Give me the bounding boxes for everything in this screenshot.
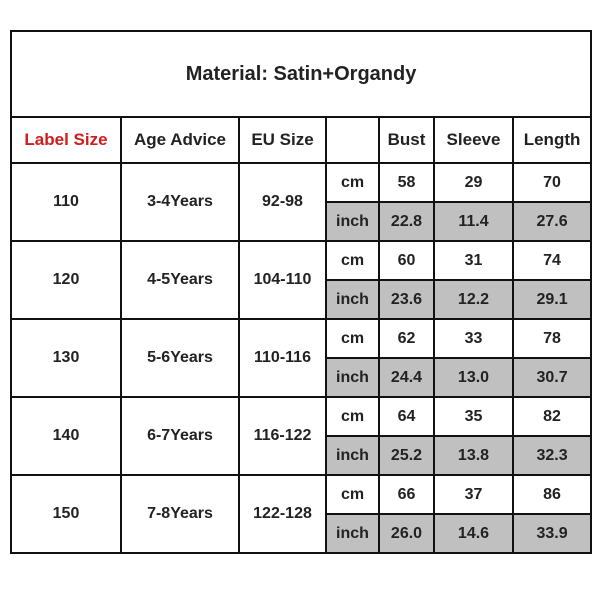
age-advice-cell: 7-8Years [120, 474, 240, 554]
bust-cell: 25.2 [378, 435, 435, 476]
unit-cell: cm [325, 240, 380, 281]
header-cell: Label Size [10, 116, 122, 164]
unit-cell: inch [325, 357, 380, 398]
table-title: Material: Satin+Organdy [9, 30, 593, 118]
size-row: 130 5-6Years 110-116 cm 62 33 78 [10, 318, 593, 398]
eu-size-cell: 92-98 [238, 162, 327, 242]
size-row: inch 25.2 13.8 32.3 [11, 435, 593, 476]
sleeve-cell: 14.6 [433, 513, 514, 554]
unit-cell: cm [325, 474, 380, 515]
size-chart: Material: Satin+Organdy Label Size Age A… [9, 30, 593, 554]
length-cell: 78 [511, 318, 593, 359]
length-cell: 30.7 [511, 357, 593, 398]
size-row: inch 24.4 13.0 30.7 [11, 357, 593, 398]
bust-cell: 66 [378, 474, 435, 515]
header-row: Label Size Age Advice EU Size Bust Sleev… [10, 116, 593, 164]
bust-cell: 24.4 [378, 357, 435, 398]
title-row: Material: Satin+Organdy [9, 30, 593, 118]
unit-cell: cm [325, 162, 380, 203]
length-cell: 33.9 [511, 513, 593, 554]
sleeve-cell: 35 [433, 396, 514, 437]
header-cell: Bust [378, 116, 435, 164]
sleeve-cell: 29 [433, 162, 514, 203]
size-row: inch 26.0 14.6 33.9 [11, 513, 593, 554]
unit-cell: inch [325, 279, 380, 320]
size-table: Material: Satin+Organdy Label Size Age A… [9, 30, 593, 554]
sleeve-cell: 13.0 [433, 357, 514, 398]
header-cell: Sleeve [433, 116, 514, 164]
age-advice-cell: 6-7Years [120, 396, 240, 476]
eu-size-cell: 116-122 [238, 396, 327, 476]
age-advice-cell: 3-4Years [120, 162, 240, 242]
header-cell: Age Advice [120, 116, 240, 164]
bust-cell: 62 [378, 318, 435, 359]
bust-cell: 23.6 [378, 279, 435, 320]
header-cell: EU Size [238, 116, 327, 164]
length-cell: 32.3 [511, 435, 593, 476]
sleeve-cell: 37 [433, 474, 514, 515]
label-size-cell: 140 [10, 396, 122, 476]
unit-cell: inch [325, 513, 380, 554]
age-advice-cell: 5-6Years [120, 318, 240, 398]
size-row: 150 7-8Years 122-128 cm 66 37 86 [10, 474, 593, 554]
length-cell: 86 [511, 474, 593, 515]
unit-cell: cm [325, 396, 380, 437]
length-cell: 82 [511, 396, 593, 437]
label-size-cell: 120 [10, 240, 122, 320]
age-advice-cell: 4-5Years [120, 240, 240, 320]
header-cell [325, 116, 380, 164]
label-size-cell: 110 [10, 162, 122, 242]
header-cell: Length [511, 116, 593, 164]
bust-cell: 22.8 [378, 201, 435, 242]
sleeve-cell: 11.4 [433, 201, 514, 242]
bust-cell: 58 [378, 162, 435, 203]
eu-size-cell: 104-110 [238, 240, 327, 320]
bust-cell: 64 [378, 396, 435, 437]
bust-cell: 26.0 [378, 513, 435, 554]
sleeve-cell: 12.2 [433, 279, 514, 320]
eu-size-cell: 110-116 [238, 318, 327, 398]
eu-size-cell: 122-128 [238, 474, 327, 554]
size-row: 120 4-5Years 104-110 cm 60 31 74 [10, 240, 593, 320]
length-cell: 74 [511, 240, 593, 281]
size-row: 140 6-7Years 116-122 cm 64 35 82 [10, 396, 593, 476]
unit-cell: inch [325, 435, 380, 476]
length-cell: 29.1 [511, 279, 593, 320]
label-size-cell: 130 [10, 318, 122, 398]
sleeve-cell: 33 [433, 318, 514, 359]
bust-cell: 60 [378, 240, 435, 281]
length-cell: 27.6 [511, 201, 593, 242]
sleeve-cell: 31 [433, 240, 514, 281]
length-cell: 70 [511, 162, 593, 203]
size-row: 110 3-4Years 92-98 cm 58 29 70 [10, 162, 593, 242]
label-size-cell: 150 [10, 474, 122, 554]
unit-cell: inch [325, 201, 380, 242]
size-row: inch 23.6 12.2 29.1 [11, 279, 593, 320]
table-body: Material: Satin+Organdy Label Size Age A… [9, 30, 593, 554]
unit-cell: cm [325, 318, 380, 359]
sleeve-cell: 13.8 [433, 435, 514, 476]
size-row: inch 22.8 11.4 27.6 [11, 201, 593, 242]
